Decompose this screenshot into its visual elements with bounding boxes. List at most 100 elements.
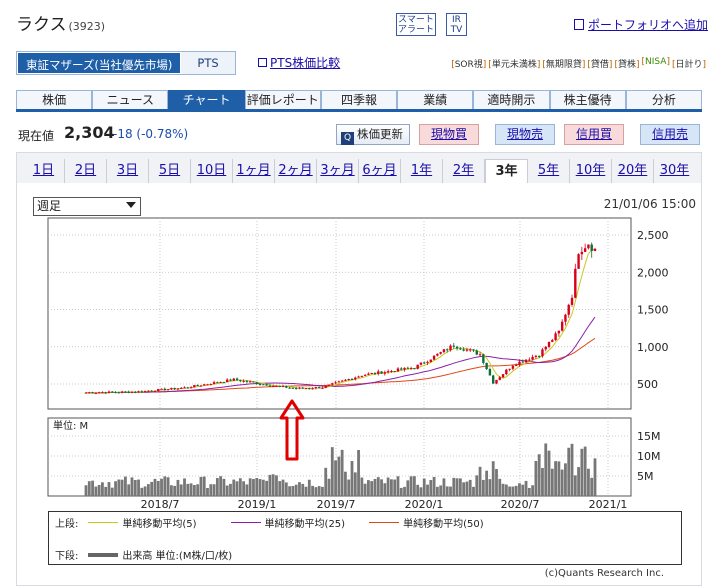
candle-body [252, 381, 255, 383]
interval-select[interactable]: 週足 [33, 197, 141, 216]
volume-bar [357, 450, 360, 496]
spot-sell-button[interactable]: 現物売 [495, 124, 555, 145]
period-tab[interactable]: 2日 [65, 159, 107, 183]
volume-bar [334, 460, 337, 496]
period-tab[interactable]: 20年 [612, 159, 654, 183]
period-tab[interactable]: 10年 [570, 159, 612, 183]
volume-bar [485, 470, 489, 496]
candle-body [554, 333, 557, 341]
period-tab[interactable]: 5年 [528, 159, 570, 183]
main-tab[interactable]: 評価レポート [244, 90, 321, 109]
candle-body [104, 392, 107, 394]
candle-body [360, 375, 364, 377]
price-tick-label: 1,000 [637, 341, 669, 354]
volume-bar [166, 477, 170, 496]
volume-bar [225, 485, 229, 496]
candle-body [390, 371, 393, 373]
period-tab[interactable]: 1ヶ月 [233, 159, 275, 183]
candle-body [275, 385, 278, 387]
main-tab[interactable]: チャート [168, 90, 245, 109]
main-tab[interactable]: 四季報 [320, 90, 398, 109]
volume-bar [307, 479, 311, 496]
volume-bar [114, 481, 117, 496]
market-pts-button[interactable]: PTS [181, 52, 235, 74]
volume-bar [252, 478, 255, 496]
refresh-icon: Q [341, 132, 354, 145]
main-tab[interactable]: ニュース [92, 90, 169, 109]
stock-name-text: ラクス [16, 15, 67, 35]
margin-buy-button[interactable]: 信用買 [564, 124, 624, 145]
candle-body [294, 388, 298, 390]
legend-lower: 下段: 出来高 単位:(M株/口/枚) [55, 547, 232, 562]
period-tab[interactable]: 3日 [107, 159, 149, 183]
candle-body [537, 355, 541, 357]
main-tab[interactable]: 株価 [16, 90, 93, 109]
main-tab[interactable]: 業績 [397, 90, 474, 109]
volume-bar [146, 484, 150, 496]
candle-body [455, 346, 459, 349]
candle-body [91, 392, 94, 394]
candle-body [544, 346, 547, 350]
market-main-button[interactable]: 東証マザーズ(当社優先市場) [17, 52, 182, 74]
volume-bar [468, 479, 472, 496]
refresh-price-button[interactable]: Q 株価更新 [336, 124, 410, 145]
volume-bar [84, 485, 88, 496]
volume-bar [367, 480, 370, 496]
volume-bar [541, 467, 544, 496]
period-tab[interactable]: 3年 [485, 159, 528, 183]
candle-body [567, 304, 570, 315]
volume-bar [442, 478, 446, 496]
volume-bar [183, 478, 186, 496]
x-tick-label: 2020/1 [405, 498, 444, 511]
candle-body [400, 368, 403, 370]
feature-tag: [NISA] [641, 57, 670, 67]
spot-buy-button[interactable]: 現物買 [419, 124, 479, 145]
volume-unit-label: 単位: M [53, 419, 88, 432]
candle-body [150, 390, 153, 392]
period-tab[interactable]: 6ヶ月 [359, 159, 401, 183]
margin-sell-button[interactable]: 信用売 [640, 124, 700, 145]
period-tab[interactable]: 2年 [443, 159, 485, 183]
candle-body [94, 392, 98, 394]
volume-bar [235, 481, 239, 496]
main-tab[interactable]: 分析 [625, 90, 702, 109]
candle-body [432, 355, 436, 360]
volume-bar [215, 478, 219, 496]
volume-bar [301, 483, 305, 496]
volume-bar [396, 476, 400, 496]
candle-body [350, 379, 354, 381]
main-tab[interactable]: 適時開示 [473, 90, 550, 109]
volume-bar [202, 476, 206, 496]
main-tab[interactable]: 株主優待 [549, 90, 626, 109]
candle-body [367, 373, 370, 375]
chevron-down-icon [126, 202, 136, 208]
volume-bar [179, 484, 183, 496]
volume-bar [101, 482, 104, 496]
period-tab[interactable]: 2ヶ月 [275, 159, 317, 183]
candle-body [258, 383, 262, 385]
smart-alert-button[interactable]: スマート アラート [396, 13, 436, 36]
volume-bar [150, 481, 154, 496]
feature-tag: [SOR視] [451, 60, 487, 70]
volume-bar [347, 479, 351, 496]
candle-body [560, 321, 564, 331]
portfolio-add-link[interactable]: ポートフォリオへ追加 [573, 16, 708, 33]
feature-tags: [SOR視] [単元未満株] [無期限貸] [貸借] [貸株] [NISA] [日計り] [451, 57, 706, 70]
pts-compare-link[interactable]: PTS株価比較 [258, 54, 340, 71]
legend-ma25-swatch [230, 522, 261, 523]
candle-body [235, 378, 239, 381]
candle-body [124, 391, 127, 393]
period-tab[interactable]: 1年 [401, 159, 443, 183]
price-tick-label: 1,500 [637, 304, 669, 317]
period-tab[interactable]: 3ヶ月 [317, 159, 359, 183]
ir-tv-button[interactable]: IR TV [446, 13, 467, 36]
candle-body [488, 369, 492, 376]
market-selector: 東証マザーズ(当社優先市場) PTS [16, 51, 236, 75]
candle-body [134, 391, 137, 393]
period-tab[interactable]: 1日 [23, 159, 65, 183]
period-tab[interactable]: 10日 [191, 159, 233, 183]
price-tick-label: 2,000 [637, 266, 669, 279]
period-tab[interactable]: 30年 [659, 163, 690, 178]
period-tab[interactable]: 5日 [149, 159, 191, 183]
volume-bar [593, 458, 597, 496]
